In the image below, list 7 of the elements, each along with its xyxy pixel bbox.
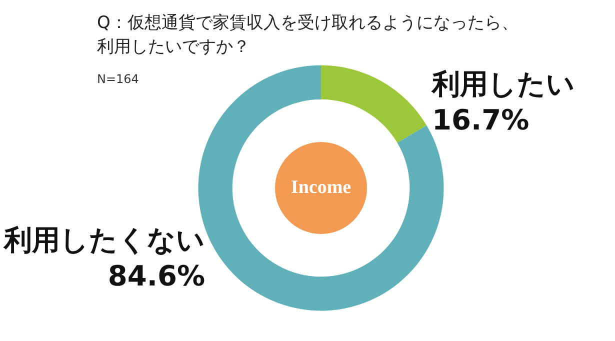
circle-badge: Income <box>275 142 367 234</box>
slice-label: 利用したい <box>431 68 575 100</box>
data-label: 84.6% <box>108 260 205 292</box>
chart-title: Q：仮想通貨で家賃収入を受け取れるようになったら、利用したいですか？ <box>97 13 518 57</box>
data-label: 16.7% <box>432 104 530 136</box>
text: N=164 <box>97 72 139 86</box>
slice-label: 利用したくない <box>3 224 205 256</box>
